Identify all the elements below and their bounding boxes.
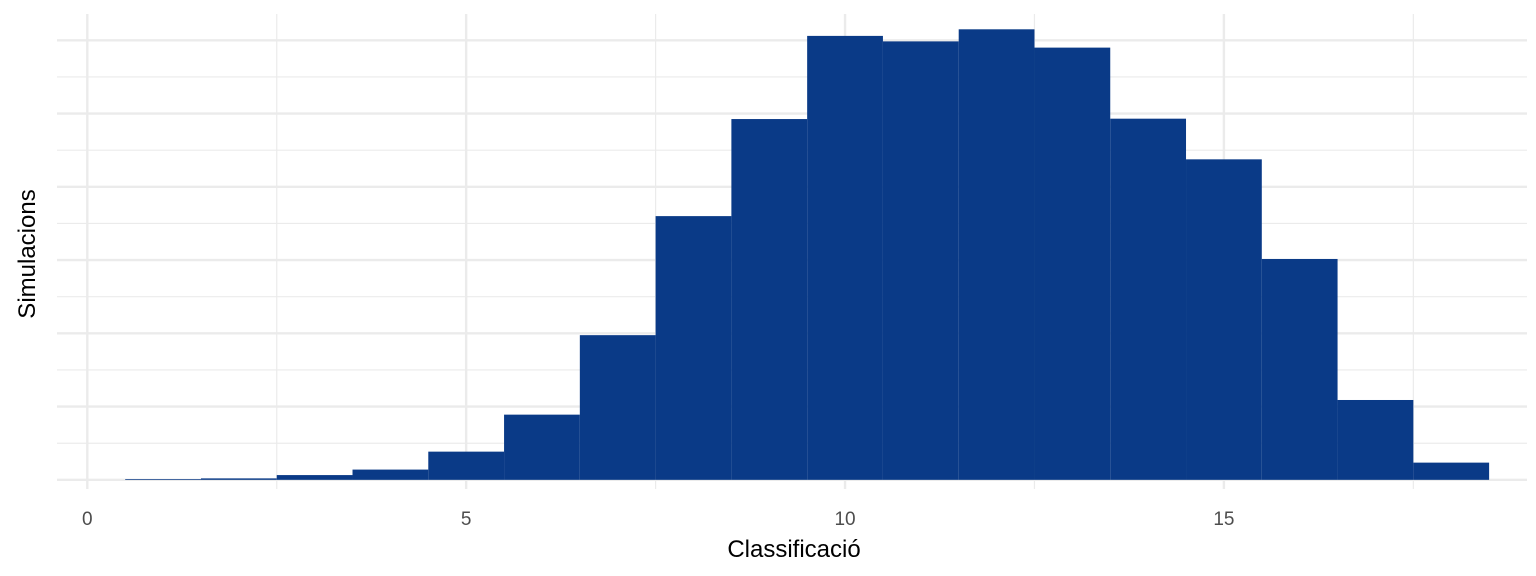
- histogram-bar: [958, 29, 1035, 480]
- histogram-bar: [1110, 118, 1187, 480]
- histogram-bar: [1034, 47, 1111, 480]
- x-tick-label: 15: [1213, 509, 1234, 530]
- histogram-bar: [352, 469, 429, 480]
- histogram-bar: [1413, 462, 1490, 480]
- histogram-bars: [125, 29, 1490, 480]
- x-tick-label: 5: [461, 509, 472, 530]
- x-tick-label: 10: [834, 509, 855, 530]
- histogram-bar: [428, 451, 505, 480]
- x-axis-title: Classificació: [727, 536, 860, 563]
- x-tick-label: 0: [82, 509, 93, 530]
- histogram-bar: [807, 35, 883, 480]
- histogram-bar: [655, 216, 732, 480]
- histogram-bar: [1337, 399, 1414, 480]
- histogram-bar: [1186, 159, 1262, 480]
- x-tick-labels: 0 5 10 15: [82, 509, 1234, 530]
- histogram-bar: [882, 41, 959, 480]
- histogram-bar: [579, 335, 656, 480]
- histogram-bar: [1261, 258, 1338, 480]
- histogram-bar: [200, 478, 277, 480]
- histogram-bar: [731, 119, 808, 480]
- y-axis-title: Simulacions: [14, 189, 41, 318]
- histogram-bar: [125, 479, 201, 480]
- histogram-bar: [276, 475, 353, 480]
- histogram-bar: [504, 414, 580, 480]
